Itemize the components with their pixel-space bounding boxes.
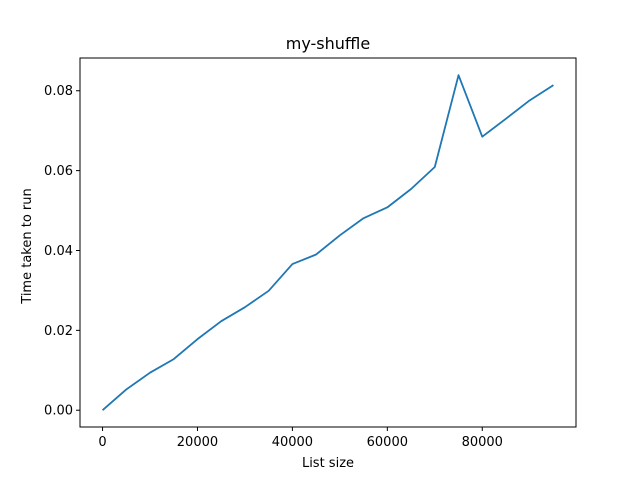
y-axis-ticks: 0.00 0.02 0.04 0.06 0.08 [44,84,80,419]
plot-frame [79,57,577,428]
y-tick-label: 0.00 [44,404,73,419]
y-tick-label: 0.06 [44,164,73,179]
y-tick-label: 0.04 [44,244,73,259]
x-tick-label: 0 [98,435,106,450]
x-tick-label: 20000 [177,435,218,450]
y-axis-label: Time taken to run [20,188,35,304]
x-tick-label: 40000 [272,435,313,450]
x-tick-label: 60000 [367,435,408,450]
y-tick-label: 0.02 [44,324,73,339]
x-axis-ticks: 0 20000 40000 60000 80000 [98,427,503,450]
x-tick-label: 80000 [462,435,503,450]
chart-title: my-shuffle [286,34,370,53]
plot-area [101,74,554,411]
y-tick-label: 0.08 [44,84,73,99]
series-line-0 [101,74,554,411]
x-axis-label: List size [302,456,354,471]
